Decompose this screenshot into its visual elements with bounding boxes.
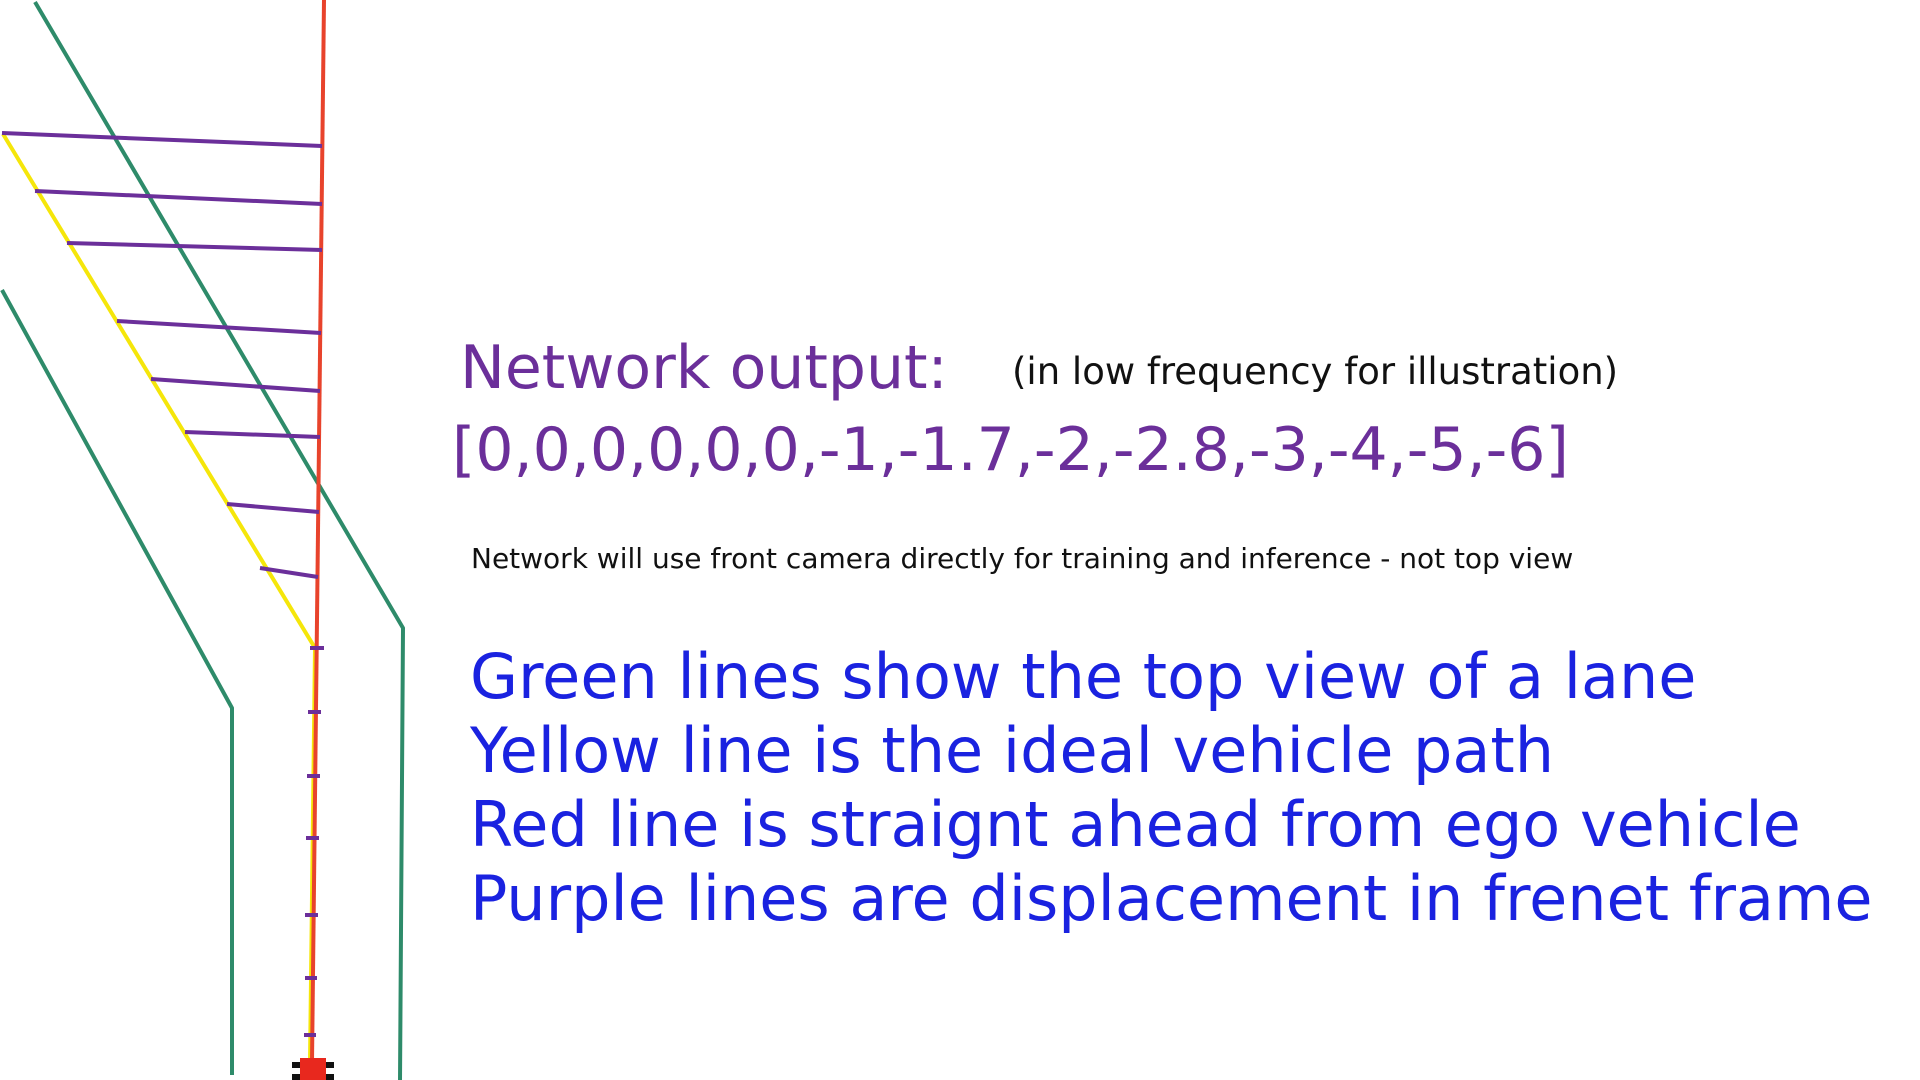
ego-vehicle-icon bbox=[292, 1058, 334, 1080]
network-output-title: Network output: bbox=[460, 333, 948, 403]
displacement-line bbox=[226, 502, 320, 514]
legend-item-red: Red line is straignt ahead from ego vehi… bbox=[470, 788, 1801, 861]
displacement-line bbox=[34, 189, 323, 206]
network-output-note: (in low frequency for illustration) bbox=[1012, 350, 1619, 393]
lane-right-boundary bbox=[33, 0, 405, 1080]
legend-item-purple: Purple lines are displacement in frenet … bbox=[470, 862, 1873, 935]
legend: Green lines show the top view of a lane … bbox=[470, 640, 1873, 936]
displacement-line bbox=[116, 319, 322, 335]
lane-left-boundary bbox=[0, 289, 234, 1075]
displacement-line bbox=[184, 430, 321, 439]
legend-item-green: Green lines show the top view of a lane bbox=[470, 640, 1697, 713]
straight-ahead-line bbox=[310, 0, 326, 1063]
displacement-line bbox=[259, 566, 319, 579]
legend-item-yellow: Yellow line is the ideal vehicle path bbox=[470, 714, 1555, 787]
network-output-values: [0,0,0,0,0,0,-1,-1.7,-2,-2.8,-3,-4,-5,-6… bbox=[452, 415, 1569, 485]
displacement-line bbox=[150, 377, 321, 393]
lane-diagram bbox=[0, 0, 405, 1080]
displacement-line bbox=[1, 131, 323, 148]
displacement-line bbox=[66, 241, 323, 252]
camera-note: Network will use front camera directly f… bbox=[471, 542, 1574, 575]
ideal-path-line bbox=[1, 132, 317, 1063]
